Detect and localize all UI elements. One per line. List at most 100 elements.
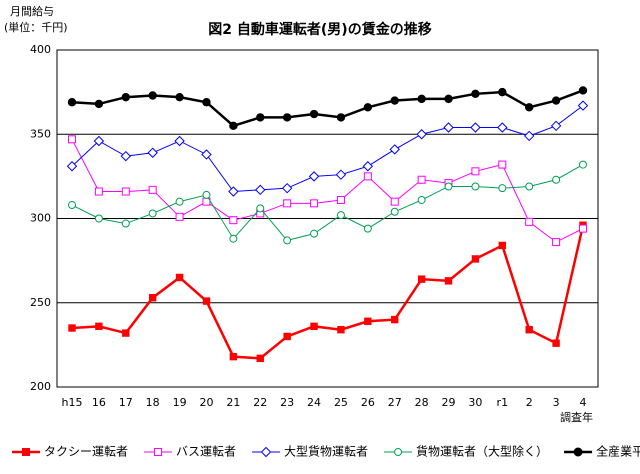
marker bbox=[310, 199, 319, 208]
marker bbox=[255, 184, 266, 196]
legend-marker bbox=[154, 448, 163, 456]
y-axis-label: 月間給与 bbox=[10, 4, 54, 18]
y-tick-label: 350 bbox=[30, 127, 51, 140]
marker bbox=[68, 135, 76, 144]
marker bbox=[94, 214, 103, 223]
marker bbox=[363, 172, 372, 181]
y-tick-label: 300 bbox=[30, 212, 51, 225]
marker bbox=[550, 120, 562, 132]
marker bbox=[364, 317, 372, 325]
marker bbox=[68, 324, 76, 332]
marker bbox=[68, 201, 76, 210]
marker bbox=[229, 234, 238, 243]
marker bbox=[310, 322, 318, 331]
marker bbox=[201, 149, 212, 160]
legend-marker bbox=[394, 448, 403, 456]
legend-label: 全産業平均 bbox=[596, 444, 640, 459]
legend-marker bbox=[22, 448, 30, 456]
marker bbox=[95, 322, 103, 331]
marker bbox=[579, 160, 587, 169]
marker bbox=[308, 171, 320, 182]
marker bbox=[444, 182, 453, 191]
series-line bbox=[71, 89, 584, 128]
marker bbox=[362, 161, 374, 172]
marker bbox=[336, 211, 345, 220]
marker bbox=[551, 96, 561, 105]
x-tick-label: 29 bbox=[442, 396, 456, 409]
series-line bbox=[71, 224, 585, 360]
x-tick-label: 23 bbox=[280, 396, 294, 409]
marker bbox=[390, 96, 399, 105]
marker bbox=[228, 186, 239, 197]
marker bbox=[336, 113, 346, 122]
x-tick-label: 25 bbox=[334, 396, 348, 409]
marker bbox=[229, 121, 238, 131]
marker bbox=[552, 175, 561, 184]
x-tick-label: 27 bbox=[388, 396, 402, 409]
marker bbox=[470, 122, 481, 133]
marker bbox=[66, 161, 78, 172]
legend-marker bbox=[573, 447, 583, 457]
marker bbox=[524, 130, 535, 142]
marker bbox=[256, 113, 265, 122]
marker bbox=[577, 100, 589, 111]
legend-marker bbox=[260, 446, 272, 458]
series-line bbox=[71, 105, 584, 193]
y-tick-label: 400 bbox=[30, 43, 51, 56]
x-tick-label: 19 bbox=[173, 396, 187, 409]
marker bbox=[282, 113, 292, 122]
marker bbox=[148, 209, 157, 218]
marker bbox=[202, 190, 211, 199]
y-tick-label: 250 bbox=[30, 296, 51, 309]
marker bbox=[283, 332, 291, 341]
marker bbox=[444, 94, 453, 104]
x-tick-label: 30 bbox=[468, 396, 482, 409]
x-axis-label: 調査年 bbox=[560, 410, 593, 424]
marker bbox=[122, 329, 130, 337]
marker bbox=[471, 167, 480, 176]
x-tick-label: h15 bbox=[62, 396, 83, 409]
marker bbox=[497, 122, 508, 133]
marker bbox=[391, 315, 399, 324]
marker bbox=[229, 352, 238, 361]
series-line bbox=[71, 164, 584, 241]
x-tick-label: 28 bbox=[415, 396, 429, 409]
marker bbox=[93, 135, 105, 147]
marker bbox=[525, 217, 534, 226]
marker bbox=[175, 197, 184, 206]
marker bbox=[471, 182, 480, 191]
marker bbox=[283, 236, 292, 245]
legend-label: タクシー運転者 bbox=[44, 445, 128, 459]
marker bbox=[498, 160, 507, 169]
x-tick-label: 26 bbox=[361, 396, 375, 409]
x-tick-label: 17 bbox=[119, 396, 133, 409]
marker bbox=[175, 273, 184, 282]
marker bbox=[443, 122, 454, 133]
marker bbox=[148, 185, 157, 194]
marker bbox=[525, 326, 533, 334]
marker bbox=[579, 224, 587, 233]
x-tick-label: 3 bbox=[553, 396, 560, 409]
marker bbox=[147, 147, 158, 158]
x-tick-label: r1 bbox=[497, 396, 509, 409]
y-tick-label: 200 bbox=[30, 380, 51, 393]
x-tick-label: 24 bbox=[307, 396, 321, 409]
marker bbox=[552, 339, 560, 347]
marker bbox=[525, 182, 534, 191]
marker bbox=[175, 92, 184, 102]
x-tick-label: 4 bbox=[580, 396, 587, 409]
x-tick-label: 18 bbox=[146, 396, 160, 409]
marker bbox=[417, 175, 426, 184]
marker bbox=[444, 277, 453, 285]
marker bbox=[121, 92, 130, 102]
marker bbox=[389, 144, 400, 155]
legend-label: 大型貨物運転者 bbox=[284, 444, 368, 459]
y-axis-unit: (単位：千円) bbox=[4, 20, 68, 34]
marker bbox=[121, 187, 130, 196]
marker bbox=[552, 238, 561, 247]
legend-label: バス運転者 bbox=[176, 445, 236, 459]
marker bbox=[417, 94, 426, 104]
marker bbox=[363, 224, 372, 233]
marker bbox=[337, 326, 345, 334]
